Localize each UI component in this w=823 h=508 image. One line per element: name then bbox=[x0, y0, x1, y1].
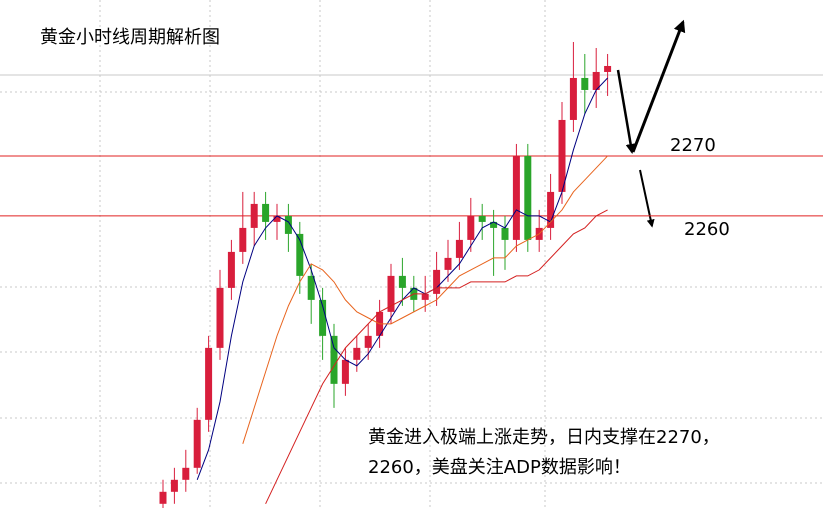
candle-body bbox=[205, 347, 213, 420]
candle-body bbox=[387, 275, 395, 312]
candle-body bbox=[284, 215, 292, 234]
candle-body bbox=[319, 299, 327, 336]
candle-body bbox=[250, 203, 258, 228]
candle-body bbox=[558, 119, 566, 192]
candle-body bbox=[421, 293, 429, 300]
candle-body bbox=[307, 275, 315, 300]
candle-body bbox=[216, 287, 224, 348]
candle-body bbox=[604, 65, 612, 72]
candle-body bbox=[455, 239, 463, 258]
candle-body bbox=[341, 359, 349, 384]
candle-body bbox=[364, 335, 372, 348]
candle-body bbox=[273, 215, 281, 222]
candle-body bbox=[193, 419, 201, 468]
candle-body bbox=[592, 71, 600, 90]
candle-body bbox=[524, 155, 532, 240]
candle-body bbox=[159, 491, 167, 504]
candle-body bbox=[444, 257, 452, 270]
annotation: 黄金进入极端上涨走势，日内支撑在2270， bbox=[368, 427, 720, 448]
candle-body bbox=[433, 269, 441, 294]
candle-body bbox=[239, 227, 247, 252]
support-label: 2260 bbox=[684, 219, 730, 240]
support-label: 2270 bbox=[670, 135, 716, 156]
arrow bbox=[631, 19, 686, 153]
candle-body bbox=[353, 347, 361, 360]
candle-body bbox=[512, 155, 520, 240]
arrow bbox=[616, 69, 636, 154]
candle-body bbox=[262, 203, 270, 222]
candle-body bbox=[467, 215, 475, 240]
candle-body bbox=[170, 479, 178, 492]
candle-body bbox=[330, 335, 338, 384]
candle-body bbox=[501, 227, 509, 240]
arrow bbox=[639, 169, 655, 228]
candle-body bbox=[398, 275, 406, 288]
arrows bbox=[616, 19, 686, 228]
chart-title: 黄金小时线周期解析图 bbox=[40, 27, 220, 48]
candle-body bbox=[581, 77, 589, 90]
candle-body bbox=[490, 221, 498, 228]
candle-body bbox=[569, 77, 577, 120]
annotation: 2260，美盘关注ADP数据影响！ bbox=[368, 457, 631, 478]
candle-body bbox=[296, 233, 304, 276]
candle-body bbox=[478, 215, 486, 222]
candle-body bbox=[547, 191, 555, 228]
candle-body bbox=[227, 251, 235, 288]
candle-body bbox=[182, 467, 190, 480]
moving-average bbox=[242, 155, 608, 444]
moving-average bbox=[265, 209, 608, 505]
